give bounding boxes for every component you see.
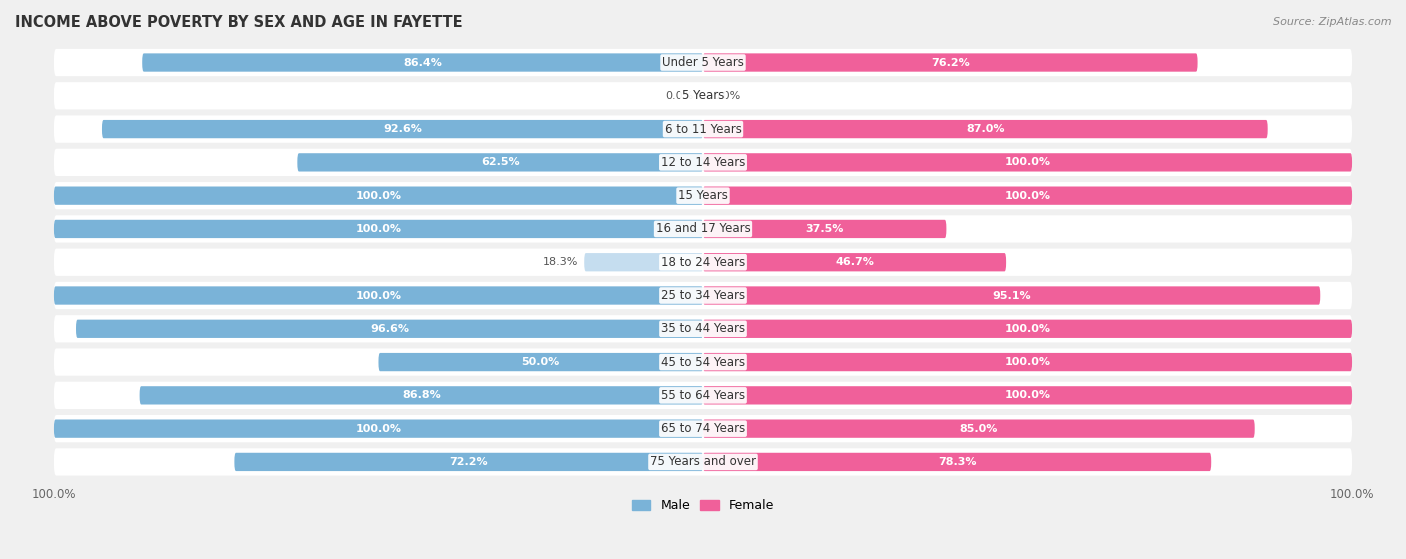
Text: 45 to 54 Years: 45 to 54 Years (661, 356, 745, 368)
Text: 50.0%: 50.0% (522, 357, 560, 367)
FancyBboxPatch shape (53, 149, 1353, 176)
Text: 100.0%: 100.0% (1004, 390, 1050, 400)
FancyBboxPatch shape (703, 153, 1353, 172)
Text: 16 and 17 Years: 16 and 17 Years (655, 222, 751, 235)
FancyBboxPatch shape (703, 353, 1353, 371)
FancyBboxPatch shape (585, 253, 703, 271)
Text: 100.0%: 100.0% (356, 191, 402, 201)
Text: 100.0%: 100.0% (356, 224, 402, 234)
Text: Under 5 Years: Under 5 Years (662, 56, 744, 69)
Text: 0.0%: 0.0% (665, 91, 693, 101)
FancyBboxPatch shape (378, 353, 703, 371)
FancyBboxPatch shape (703, 220, 946, 238)
Text: 35 to 44 Years: 35 to 44 Years (661, 323, 745, 335)
Text: 100.0%: 100.0% (356, 424, 402, 434)
FancyBboxPatch shape (297, 153, 703, 172)
Text: 86.4%: 86.4% (404, 58, 441, 68)
FancyBboxPatch shape (142, 53, 703, 72)
FancyBboxPatch shape (53, 282, 1353, 309)
FancyBboxPatch shape (235, 453, 703, 471)
FancyBboxPatch shape (53, 286, 703, 305)
FancyBboxPatch shape (53, 49, 1353, 76)
FancyBboxPatch shape (53, 448, 1353, 476)
Text: 12 to 14 Years: 12 to 14 Years (661, 156, 745, 169)
Text: 72.2%: 72.2% (450, 457, 488, 467)
Text: 0.0%: 0.0% (713, 91, 741, 101)
FancyBboxPatch shape (703, 253, 1007, 271)
Text: 15 Years: 15 Years (678, 189, 728, 202)
Text: 76.2%: 76.2% (931, 58, 970, 68)
FancyBboxPatch shape (703, 187, 1353, 205)
Text: 95.1%: 95.1% (993, 291, 1031, 301)
FancyBboxPatch shape (103, 120, 703, 138)
FancyBboxPatch shape (53, 187, 703, 205)
FancyBboxPatch shape (53, 116, 1353, 143)
Text: 85.0%: 85.0% (960, 424, 998, 434)
Text: 87.0%: 87.0% (966, 124, 1005, 134)
FancyBboxPatch shape (53, 382, 1353, 409)
FancyBboxPatch shape (76, 320, 703, 338)
Text: 96.6%: 96.6% (370, 324, 409, 334)
FancyBboxPatch shape (703, 53, 1198, 72)
Text: 100.0%: 100.0% (1004, 324, 1050, 334)
Text: 100.0%: 100.0% (356, 291, 402, 301)
FancyBboxPatch shape (703, 320, 1353, 338)
FancyBboxPatch shape (53, 182, 1353, 209)
Text: 18 to 24 Years: 18 to 24 Years (661, 255, 745, 269)
FancyBboxPatch shape (139, 386, 703, 405)
FancyBboxPatch shape (53, 419, 703, 438)
Text: 65 to 74 Years: 65 to 74 Years (661, 422, 745, 435)
Text: 92.6%: 92.6% (382, 124, 422, 134)
Text: 55 to 64 Years: 55 to 64 Years (661, 389, 745, 402)
Text: Source: ZipAtlas.com: Source: ZipAtlas.com (1274, 17, 1392, 27)
FancyBboxPatch shape (53, 220, 703, 238)
Text: 100.0%: 100.0% (1004, 158, 1050, 167)
Text: 18.3%: 18.3% (543, 257, 578, 267)
Text: 5 Years: 5 Years (682, 89, 724, 102)
Text: INCOME ABOVE POVERTY BY SEX AND AGE IN FAYETTE: INCOME ABOVE POVERTY BY SEX AND AGE IN F… (15, 15, 463, 30)
Text: 46.7%: 46.7% (835, 257, 875, 267)
FancyBboxPatch shape (53, 82, 1353, 110)
Text: 25 to 34 Years: 25 to 34 Years (661, 289, 745, 302)
Text: 100.0%: 100.0% (1004, 191, 1050, 201)
Legend: Male, Female: Male, Female (627, 494, 779, 517)
Text: 86.8%: 86.8% (402, 390, 440, 400)
Text: 78.3%: 78.3% (938, 457, 976, 467)
FancyBboxPatch shape (53, 348, 1353, 376)
Text: 62.5%: 62.5% (481, 158, 519, 167)
Text: 75 Years and over: 75 Years and over (650, 456, 756, 468)
Text: 6 to 11 Years: 6 to 11 Years (665, 122, 741, 136)
FancyBboxPatch shape (703, 120, 1268, 138)
FancyBboxPatch shape (53, 215, 1353, 243)
FancyBboxPatch shape (703, 419, 1254, 438)
FancyBboxPatch shape (53, 315, 1353, 343)
FancyBboxPatch shape (703, 386, 1353, 405)
FancyBboxPatch shape (703, 453, 1211, 471)
Text: 100.0%: 100.0% (1004, 357, 1050, 367)
FancyBboxPatch shape (703, 286, 1320, 305)
FancyBboxPatch shape (53, 249, 1353, 276)
FancyBboxPatch shape (53, 415, 1353, 442)
Text: 37.5%: 37.5% (806, 224, 844, 234)
